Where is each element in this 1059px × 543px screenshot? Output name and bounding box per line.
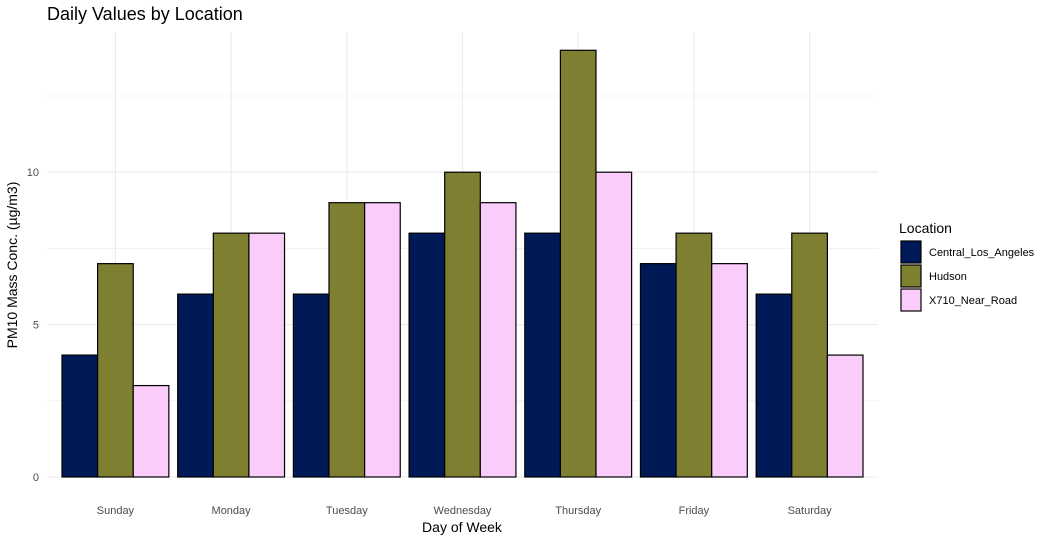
x-tick-label: Saturday: [788, 505, 833, 517]
x-tick-label: Monday: [212, 505, 252, 517]
x-tick-label: Sunday: [97, 505, 135, 517]
y-tick-label: 5: [33, 320, 39, 332]
legend-label: Central_Los_Angeles: [929, 247, 1035, 259]
bar: [639, 263, 677, 478]
bar: [292, 293, 330, 478]
x-tick-label: Tuesday: [326, 505, 368, 517]
bar: [711, 263, 748, 478]
legend-swatch: [900, 264, 922, 288]
y-tick-label: 10: [27, 167, 39, 179]
bar: [212, 232, 250, 478]
bar: [248, 232, 286, 478]
bar: [97, 263, 134, 478]
bar: [408, 232, 446, 478]
y-axis-title: PM10 Mass Conc. (µg/m3): [4, 182, 20, 349]
bar: [328, 202, 366, 478]
x-axis-ticks: Sunday Monday Tuesday Wednesday Thursday Frid…: [97, 505, 832, 517]
legend-label: Hudson: [929, 271, 967, 283]
bar: [132, 384, 170, 478]
chart-title: Daily Values by Location: [47, 4, 243, 24]
legend-title: Location: [899, 220, 952, 236]
bars: [61, 49, 864, 478]
bar: [364, 202, 401, 478]
bar: [479, 202, 517, 478]
legend-swatch: [900, 288, 922, 312]
bar: [177, 293, 214, 478]
x-tick-label: Wednesday: [434, 505, 492, 517]
y-tick-label: 0: [33, 472, 39, 484]
bar: [61, 354, 99, 478]
bar: [791, 232, 828, 478]
legend: Location Central_Los_Angeles Hudson X710_N…: [899, 220, 1035, 312]
legend-label: X710_Near_Road: [929, 295, 1017, 307]
y-axis-ticks: 0 5 10: [27, 167, 39, 484]
legend-swatch: [900, 240, 922, 264]
x-tick-label: Thursday: [555, 505, 601, 517]
bar: [755, 293, 793, 478]
x-tick-label: Friday: [679, 505, 710, 517]
bar: [444, 171, 481, 478]
bar: [524, 232, 561, 478]
bar: [559, 49, 597, 478]
bar: [675, 232, 713, 478]
x-axis-title: Day of Week: [422, 519, 503, 535]
bar: [826, 354, 864, 478]
bar: [595, 171, 633, 478]
